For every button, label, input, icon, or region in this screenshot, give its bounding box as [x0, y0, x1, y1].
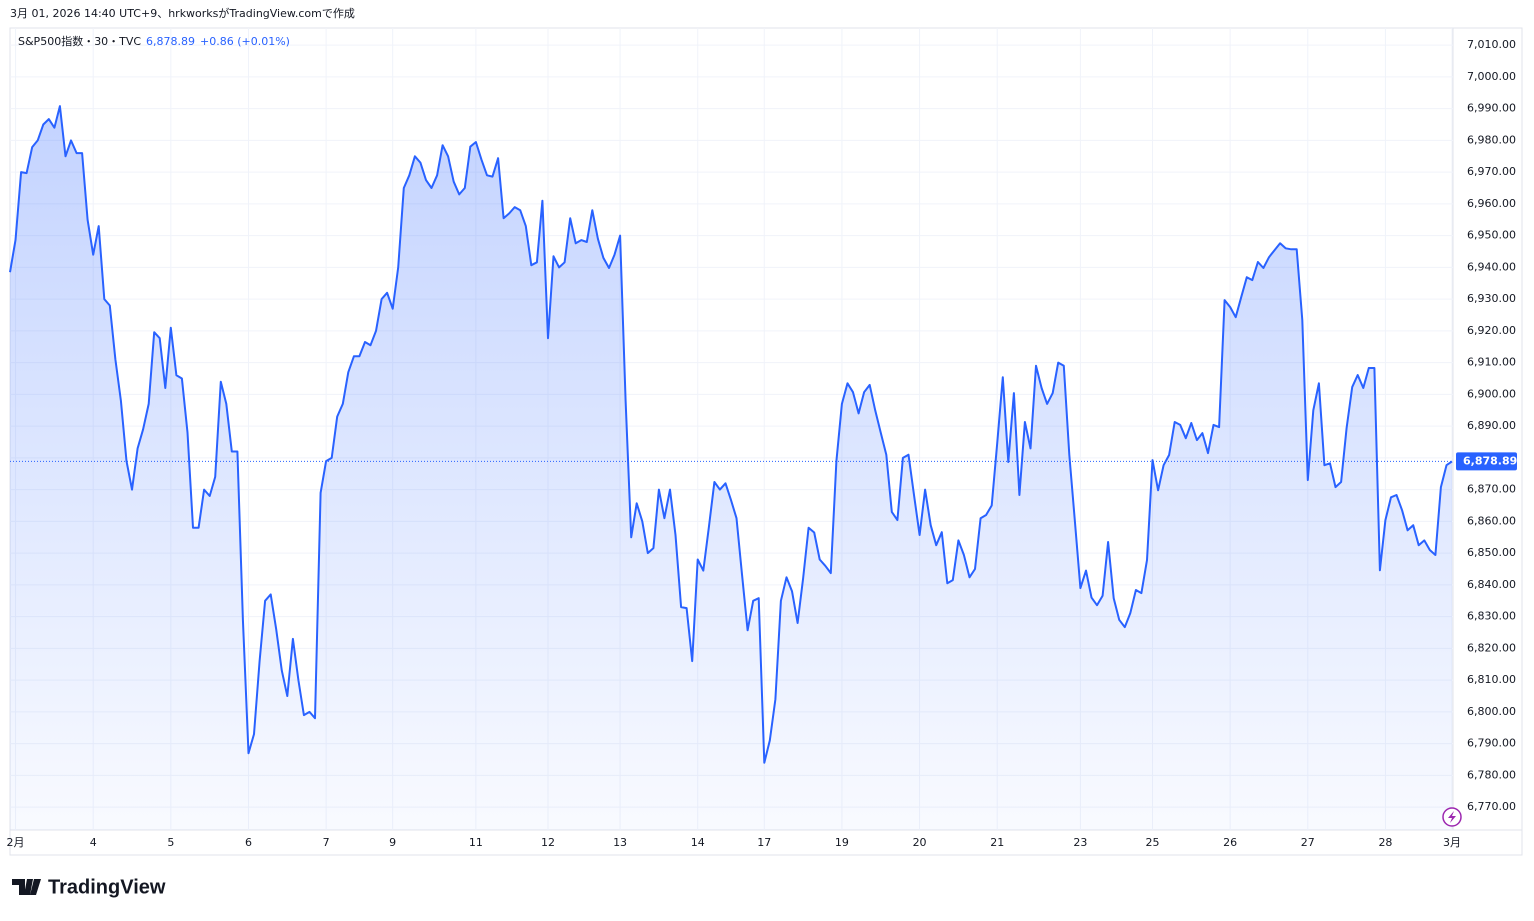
- x-tick-label: 5: [167, 836, 174, 849]
- alert-icon[interactable]: [1442, 807, 1462, 827]
- x-tick-label: 25: [1146, 836, 1160, 849]
- x-tick-label: 23: [1073, 836, 1087, 849]
- legend-change: +0.86 (+0.01%): [200, 35, 290, 48]
- y-tick-label: 6,800.00: [1467, 705, 1516, 718]
- x-tick-label: 7: [323, 836, 330, 849]
- last-price-badge: [1456, 452, 1517, 471]
- x-tick-label: 11: [469, 836, 483, 849]
- y-tick-label: 6,830.00: [1467, 610, 1516, 623]
- y-tick-label: 6,900.00: [1467, 387, 1516, 400]
- y-tick-label: 6,980.00: [1467, 133, 1516, 146]
- y-tick-label: 6,990.00: [1467, 102, 1516, 115]
- logo-text: TradingView: [48, 876, 166, 898]
- y-tick-label: 6,850.00: [1467, 546, 1516, 559]
- y-tick-label: 6,840.00: [1467, 578, 1516, 591]
- x-tick-label: 6: [245, 836, 252, 849]
- y-tick-label: 6,950.00: [1467, 229, 1516, 242]
- x-tick-label: 9: [389, 836, 396, 849]
- area-fill: [10, 106, 1452, 831]
- x-tick-label: 3月: [1443, 836, 1461, 849]
- y-tick-label: 6,930.00: [1467, 292, 1516, 305]
- y-tick-label: 6,770.00: [1467, 800, 1516, 813]
- y-tick-label: 6,910.00: [1467, 356, 1516, 369]
- x-tick-label: 26: [1223, 836, 1237, 849]
- y-tick-label: 6,970.00: [1467, 165, 1516, 178]
- y-tick-label: 6,860.00: [1467, 514, 1516, 527]
- x-tick-label: 13: [613, 836, 627, 849]
- y-tick-label: 6,870.00: [1467, 483, 1516, 496]
- x-tick-label: 20: [913, 836, 927, 849]
- y-tick-label: 6,940.00: [1467, 260, 1516, 273]
- x-tick-label: 14: [691, 836, 705, 849]
- y-tick-label: 7,000.00: [1467, 70, 1516, 83]
- price-line: [9, 105, 1453, 764]
- legend-price: 6,878.89: [146, 35, 195, 48]
- y-tick-label: 6,820.00: [1467, 641, 1516, 654]
- x-tick-label: 17: [757, 836, 771, 849]
- y-tick-label: 6,790.00: [1467, 737, 1516, 750]
- y-tick-label: 6,920.00: [1467, 324, 1516, 337]
- y-tick-label: 6,890.00: [1467, 419, 1516, 432]
- plot: [9, 105, 1453, 831]
- y-tick-label: 6,780.00: [1467, 768, 1516, 781]
- header: 3月 01, 2026 14:40 UTC+9、hrkworksがTrading…: [10, 6, 355, 20]
- y-tick-label: 6,960.00: [1467, 197, 1516, 210]
- x-tick-label: 21: [990, 836, 1004, 849]
- x-tick-label: 12: [541, 836, 555, 849]
- axes: 6,770.00 6,780.00 6,790.00 6,800.00 6,810.00…: [7, 38, 1518, 849]
- symbol-title: S&P500指数・30・TVC: [18, 34, 141, 48]
- y-tick-label: 6,810.00: [1467, 673, 1516, 686]
- x-tick-label: 28: [1378, 836, 1392, 849]
- x-tick-label: 27: [1301, 836, 1315, 849]
- x-tick-label: 4: [90, 836, 97, 849]
- x-tick-label: 19: [835, 836, 849, 849]
- y-tick-label: 7,010.00: [1467, 38, 1516, 51]
- logo: TradingView: [12, 876, 166, 898]
- last-price-label: 6,878.89: [1463, 454, 1517, 467]
- x-tick-label: 2月: [7, 836, 25, 849]
